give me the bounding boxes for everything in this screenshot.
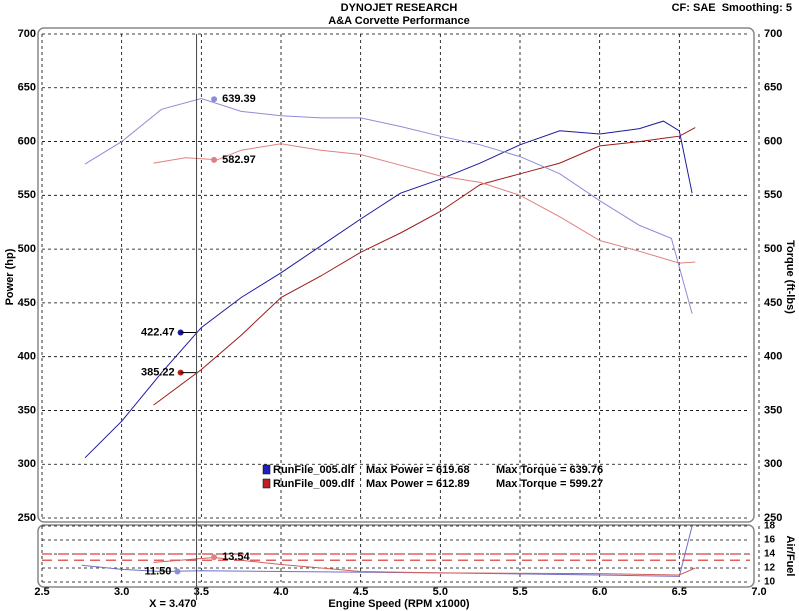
annotation-label: 11.50 [145,565,172,577]
annotation-label: 582.97 [222,154,256,166]
x-tick-label: 3.5 [194,586,209,598]
afr-tick-label: 10 [764,577,776,588]
x-tick-label: 4.5 [353,586,368,598]
series-line [153,127,696,406]
legend-swatch [262,478,271,489]
afr-tick-label: 18 [764,521,776,532]
legend-name: RunFile_009.dlf [273,478,355,490]
corner-text: CF: SAE Smoothing: 5 [672,2,792,14]
chart-subtitle: A&A Corvette Performance [328,15,469,27]
y2-tick-label: 550 [764,189,782,201]
y-axis-label: Power (hp) [4,248,16,305]
annotation-marker [211,554,218,561]
y-tick-label: 700 [18,28,36,40]
afr-tick-label: 14 [764,549,776,560]
legend-swatch [262,464,271,475]
x-tick-label: 2.5 [34,586,49,598]
x-tick-label: 3.0 [114,586,129,598]
y2-tick-label: 700 [764,28,782,40]
y-tick-label: 650 [18,82,36,94]
y-tick-label: 350 [18,404,36,416]
x-tick-label: 6.5 [672,586,687,598]
legend-torque: Max Torque = 599.27 [496,478,603,490]
series-line [81,525,693,577]
y-tick-label: 500 [18,243,36,255]
series-line [153,143,696,264]
y-tick-label: 450 [18,297,36,309]
y2-tick-label: 400 [764,351,782,363]
series-line [153,556,696,576]
main-frame [37,27,755,523]
annotation-marker [211,156,218,163]
x-tick-label: 7.0 [751,586,766,598]
afr-tick-label: 12 [764,563,776,574]
y2-axis-label: Torque (ft-lbs) [784,240,796,314]
cursor-label: X = 3.470 [149,598,196,610]
x-tick-label: 5.5 [512,586,527,598]
y2-tick-label: 350 [764,404,782,416]
x-tick-label: 6.0 [592,586,607,598]
y-tick-label: 600 [18,135,36,147]
annotation-marker [174,568,181,575]
annotation-label: 385.22 [141,366,175,378]
y2-tick-label: 250 [764,512,782,524]
y2-tick-label: 300 [764,458,782,470]
y2-tick-label: 600 [764,135,782,147]
afr-tick-label: 16 [764,535,776,546]
y-tick-label: 400 [18,351,36,363]
afr-frame [37,524,755,588]
x-axis-label: Engine Speed (RPM x1000) [328,598,470,610]
series-line [84,97,693,314]
y2-tick-label: 500 [764,243,782,255]
legend-torque: Max Torque = 639.76 [496,464,603,476]
legend-power: Max Power = 619.68 [366,464,470,476]
y-tick-label: 250 [18,512,36,524]
y-tick-label: 300 [18,458,36,470]
x-tick-label: 5.0 [433,586,448,598]
series-line [84,120,693,459]
x-tick-label: 4.0 [273,586,288,598]
afr-axis-label: Air/Fuel [784,536,796,577]
y-tick-label: 550 [18,189,36,201]
y2-tick-label: 650 [764,82,782,94]
legend-power: Max Power = 612.89 [366,478,470,490]
annotation-label: 639.39 [222,93,256,105]
annotation-label: 422.47 [141,326,175,338]
y2-tick-label: 450 [764,297,782,309]
annotation-label: 13.54 [222,551,250,563]
legend-name: RunFile_005.dlf [273,464,355,476]
chart-title: DYNOJET RESEARCH [341,2,458,14]
annotation-marker [211,96,218,103]
